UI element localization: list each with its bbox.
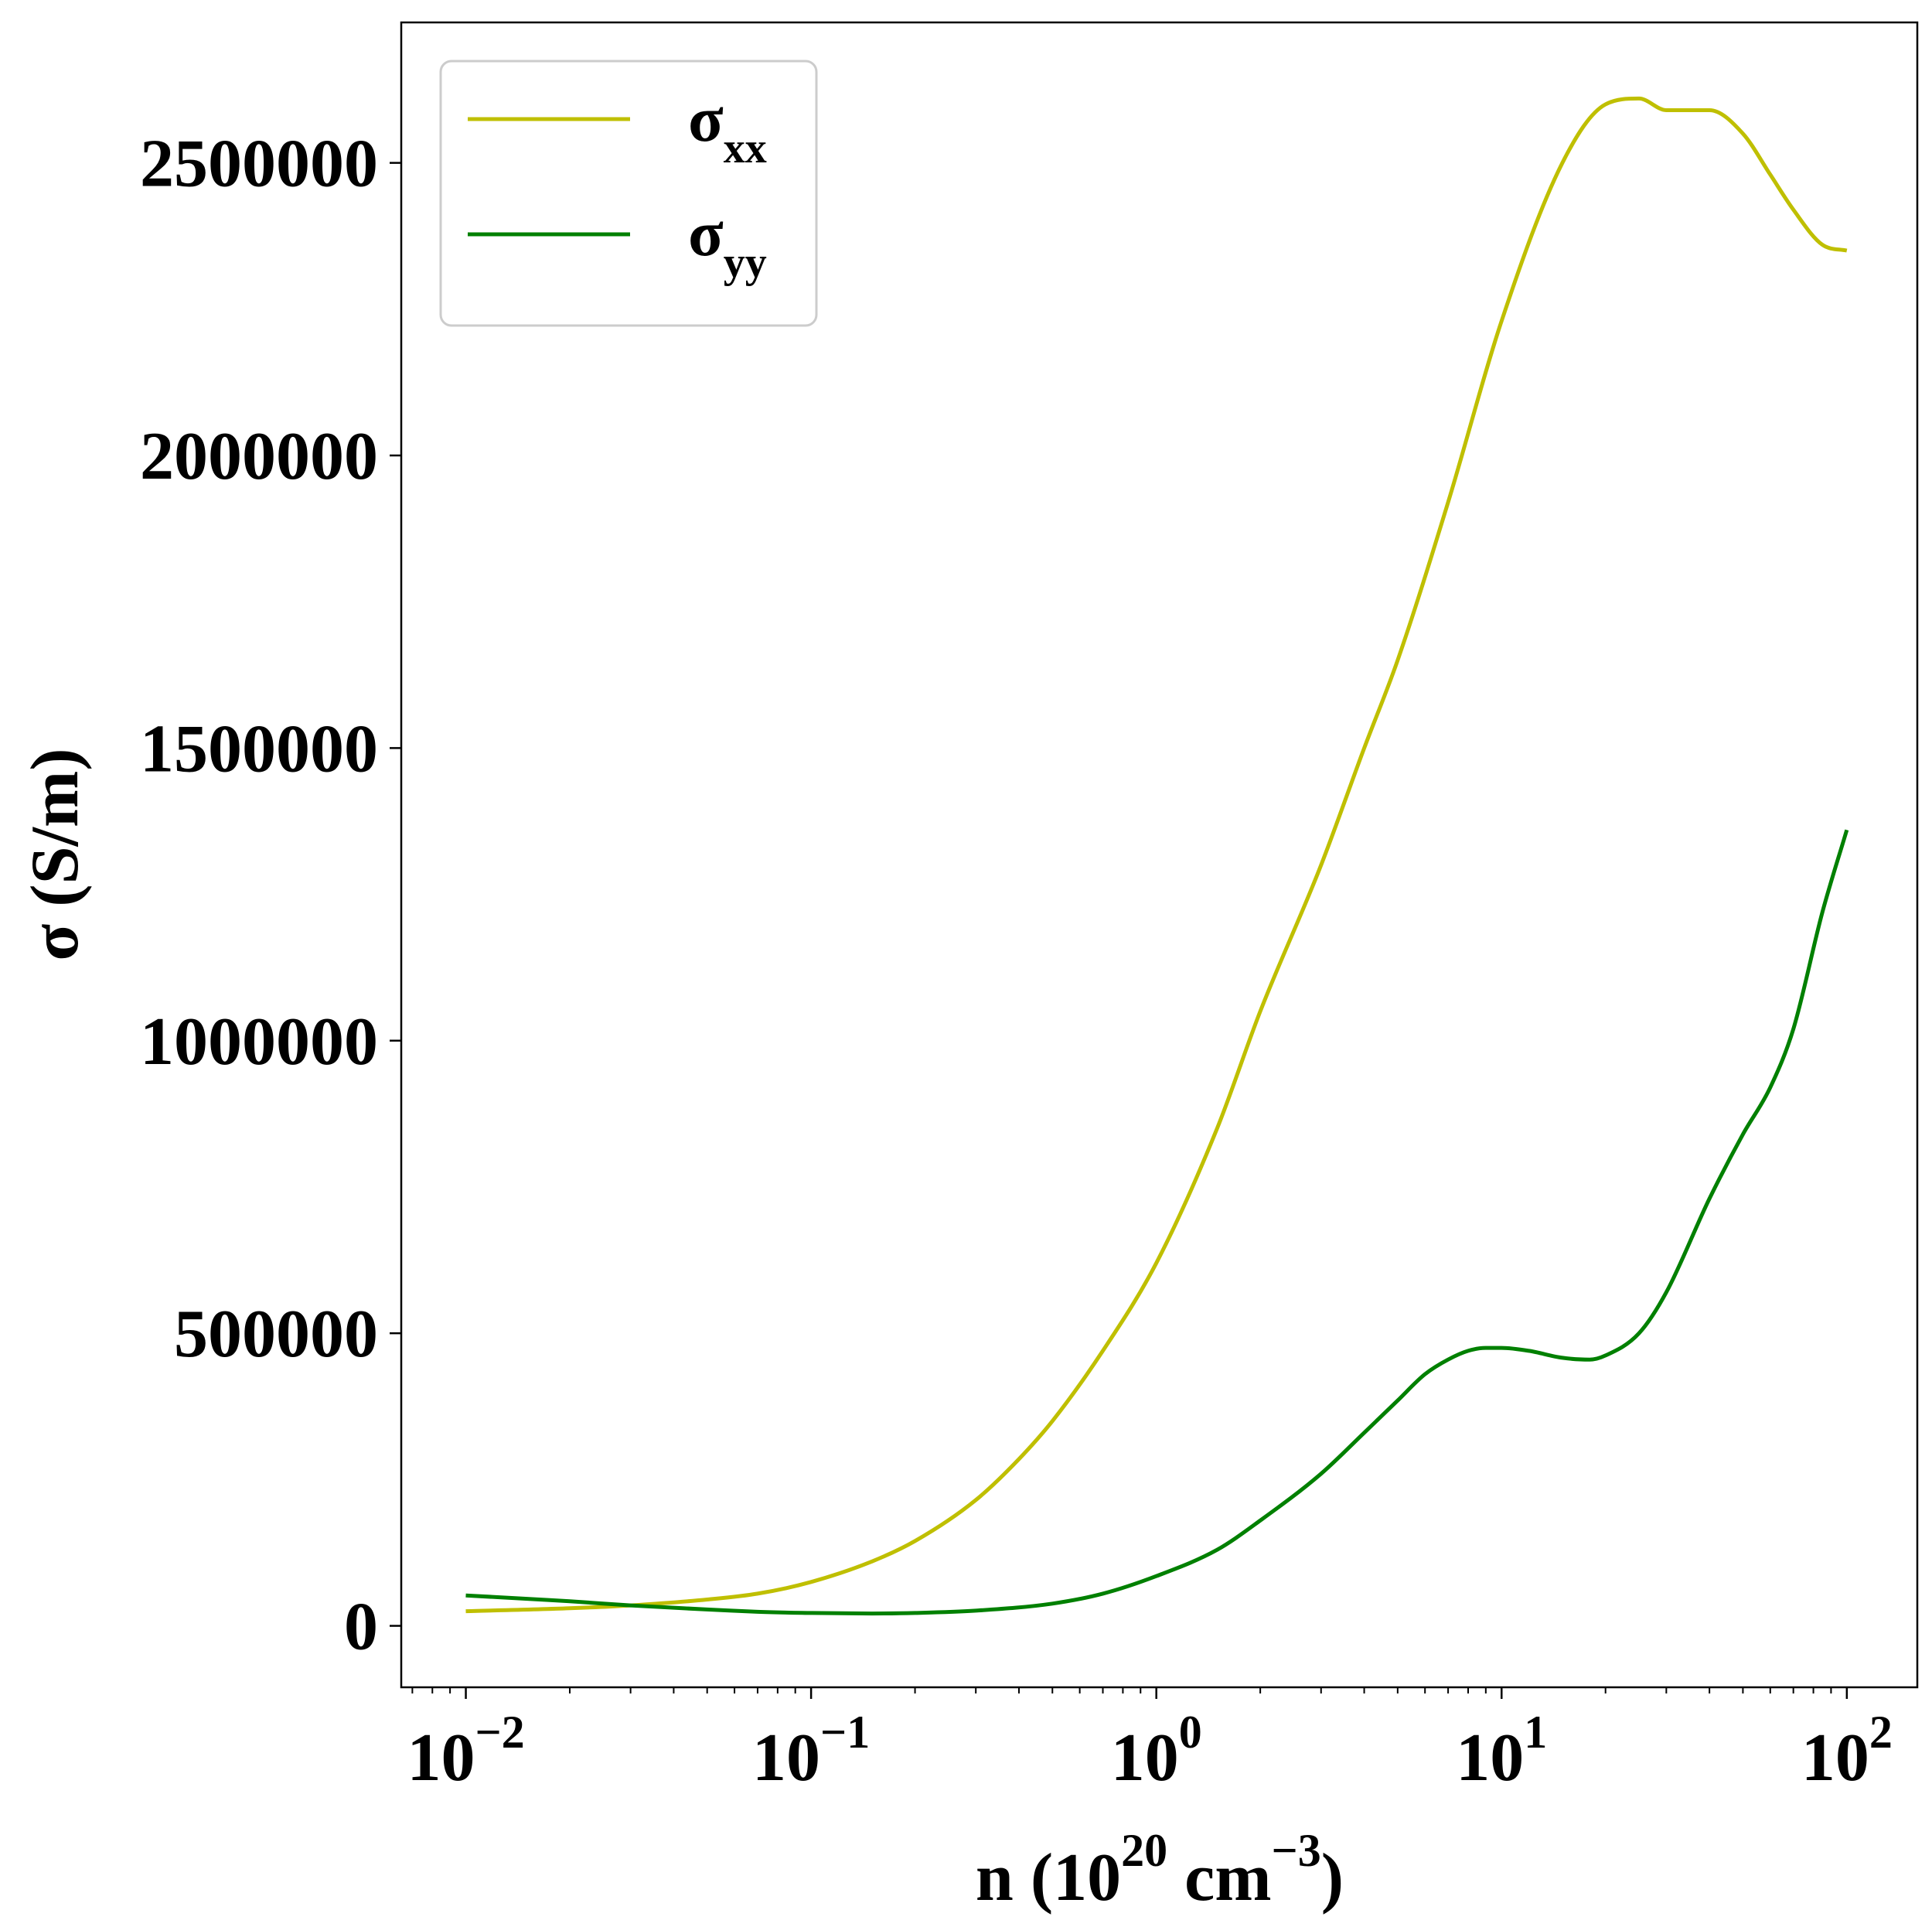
legend-label-sigma-xx: σxx — [688, 84, 767, 172]
y-tick-label: 2000000 — [140, 419, 378, 494]
y-tick-label: 2500000 — [140, 127, 378, 202]
y-tick-label: 0 — [344, 1590, 378, 1665]
series-line-sigma-xx — [465, 96, 1848, 1614]
legend-label-sigma-yy: σyy — [688, 198, 767, 287]
x-tick-label: 10−2 — [407, 1707, 524, 1796]
y-axis: 0 500000 1000000 1500000 2000000 2500000 — [140, 127, 401, 1665]
series-line-sigma-yy — [465, 829, 1849, 1616]
x-axis: 10−2 10−1 100 101 102 — [407, 1687, 1893, 1796]
x-tick-label: 101 — [1456, 1707, 1547, 1796]
legend: σxx σyy — [439, 60, 818, 327]
y-axis-label: σ (S/m) — [18, 748, 93, 960]
plot-frame — [400, 21, 1919, 1689]
series-layer — [465, 96, 1849, 1616]
x-tick-label: 102 — [1801, 1707, 1893, 1796]
y-tick-label: 1000000 — [140, 1004, 378, 1079]
x-tick-label: 10−1 — [752, 1707, 870, 1796]
y-tick-label: 500000 — [174, 1297, 378, 1372]
x-tick-label: 100 — [1111, 1707, 1202, 1796]
x-axis-label: n (1020 cm−3) — [976, 1825, 1344, 1915]
legend-box — [439, 60, 818, 327]
y-tick-label: 1500000 — [140, 711, 378, 786]
